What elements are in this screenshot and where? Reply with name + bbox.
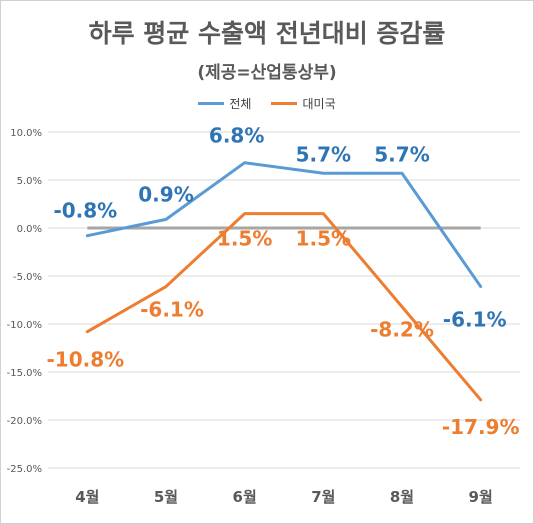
chart-subtitle: (제공=산업통상부)	[197, 63, 337, 83]
chart-title: 하루 평균 수출액 전년대비 증감률	[88, 19, 446, 48]
y-tick-label: 10.0%	[10, 128, 42, 139]
data-label-us: -6.1%	[140, 298, 204, 322]
y-tick-label: 5.0%	[17, 176, 42, 187]
y-tick-label: -25.0%	[7, 464, 42, 475]
data-label-us: 1.5%	[217, 227, 272, 251]
data-label-us: -8.2%	[370, 318, 434, 342]
y-tick-label: -10.0%	[7, 320, 42, 331]
data-label-total: -6.1%	[443, 308, 507, 332]
y-tick-label: -20.0%	[7, 416, 42, 427]
data-label-us: -17.9%	[442, 415, 520, 439]
y-tick-label: -5.0%	[13, 272, 42, 283]
series-line-total	[85, 161, 483, 289]
y-tick-label: 0.0%	[17, 224, 42, 235]
x-tick-label: 4월	[75, 488, 99, 506]
data-label-total: 5.7%	[296, 142, 351, 166]
data-label-total: -0.8%	[53, 199, 117, 223]
data-label-total: 5.7%	[374, 142, 429, 166]
x-tick-label: 6월	[233, 488, 257, 506]
legend-item-total: 전체	[198, 95, 251, 112]
legend-label-total: 전체	[229, 97, 252, 111]
legend-item-us: 대미국	[271, 95, 336, 112]
x-tick-label: 5월	[154, 488, 178, 506]
data-label-total: 0.9%	[138, 182, 193, 206]
y-tick-label: -15.0%	[7, 368, 42, 379]
data-label-us: -10.8%	[46, 348, 124, 372]
legend-label-us: 대미국	[302, 97, 336, 111]
legend-swatch-total	[198, 102, 225, 105]
chart-legend: 전체 대미국	[0, 95, 534, 112]
series-line-us	[85, 212, 483, 402]
data-label-us: 1.5%	[296, 227, 351, 251]
x-tick-label: 8월	[390, 488, 414, 506]
x-tick-label: 7월	[311, 488, 335, 506]
data-label-total: 6.8%	[209, 124, 264, 148]
x-tick-label: 9월	[469, 488, 493, 506]
legend-swatch-us	[271, 102, 298, 105]
